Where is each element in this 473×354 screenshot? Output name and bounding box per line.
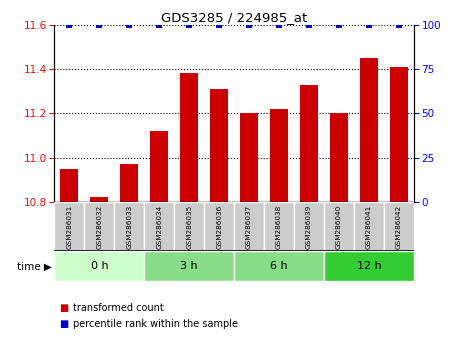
Bar: [204, 202, 234, 251]
Bar: [354, 202, 384, 251]
Bar: [360, 58, 378, 202]
Text: GSM286035: GSM286035: [186, 205, 192, 249]
Point: [365, 22, 373, 28]
Text: GSM286040: GSM286040: [336, 205, 342, 249]
Bar: [114, 202, 144, 251]
Point: [96, 22, 103, 28]
Text: GSM286036: GSM286036: [216, 205, 222, 249]
Bar: [120, 164, 138, 202]
Bar: [210, 89, 228, 202]
Point: [245, 22, 253, 28]
Point: [185, 22, 193, 28]
Point: [305, 22, 313, 28]
Point: [395, 22, 403, 28]
Point: [275, 22, 283, 28]
Text: GSM286038: GSM286038: [276, 205, 282, 249]
Text: GSM286041: GSM286041: [366, 205, 372, 249]
Bar: [90, 198, 108, 202]
Bar: [294, 202, 324, 251]
Bar: [324, 202, 354, 251]
Bar: [264, 202, 294, 251]
Point: [66, 22, 73, 28]
Text: transformed count: transformed count: [73, 303, 164, 313]
Bar: [54, 251, 144, 281]
Bar: [390, 67, 408, 202]
Bar: [84, 202, 114, 251]
Bar: [234, 251, 324, 281]
Bar: [180, 74, 198, 202]
Title: GDS3285 / 224985_at: GDS3285 / 224985_at: [161, 11, 307, 24]
Point: [156, 22, 163, 28]
Point: [215, 22, 223, 28]
Point: [125, 22, 133, 28]
Text: 3 h: 3 h: [180, 261, 198, 272]
Text: GSM286037: GSM286037: [246, 205, 252, 249]
Text: 12 h: 12 h: [357, 261, 381, 272]
Bar: [144, 202, 174, 251]
Bar: [240, 113, 258, 202]
Bar: [144, 251, 234, 281]
Text: ■: ■: [59, 319, 69, 329]
Text: time ▶: time ▶: [17, 261, 52, 272]
Text: percentile rank within the sample: percentile rank within the sample: [73, 319, 238, 329]
Bar: [330, 113, 348, 202]
Text: GSM286033: GSM286033: [126, 205, 132, 249]
Text: 6 h: 6 h: [270, 261, 288, 272]
Bar: [324, 251, 414, 281]
Bar: [61, 169, 79, 202]
Bar: [270, 109, 288, 202]
Bar: [150, 131, 168, 202]
Text: GSM286039: GSM286039: [306, 205, 312, 249]
Bar: [54, 202, 84, 251]
Bar: [384, 202, 414, 251]
Text: GSM286032: GSM286032: [96, 205, 102, 249]
Point: [335, 22, 343, 28]
Bar: [300, 85, 318, 202]
Text: GSM286034: GSM286034: [156, 205, 162, 249]
Text: GSM286031: GSM286031: [66, 205, 72, 249]
Text: 0 h: 0 h: [90, 261, 108, 272]
Bar: [234, 202, 264, 251]
Text: GSM286042: GSM286042: [396, 205, 402, 249]
Text: ■: ■: [59, 303, 69, 313]
Bar: [174, 202, 204, 251]
